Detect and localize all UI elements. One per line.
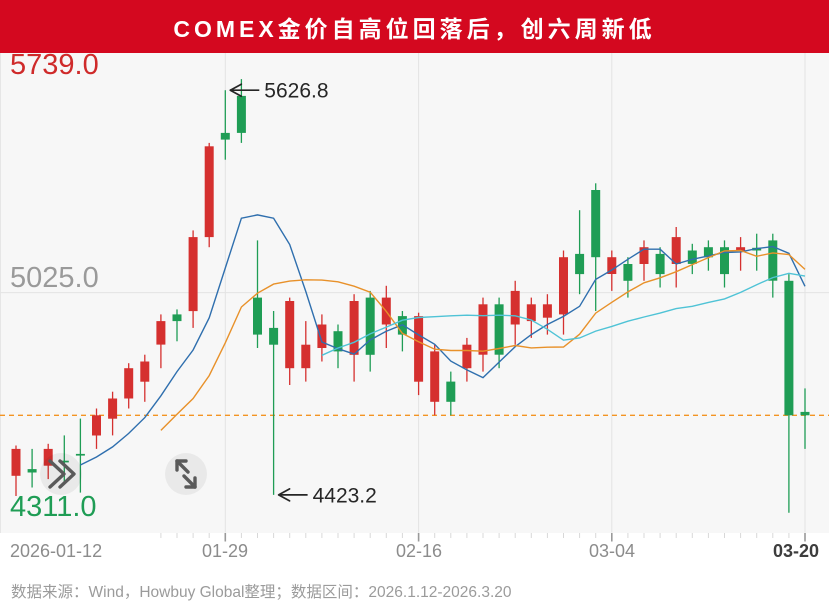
svg-text:5626.8: 5626.8 <box>264 80 328 103</box>
svg-text:4423.2: 4423.2 <box>313 484 377 507</box>
